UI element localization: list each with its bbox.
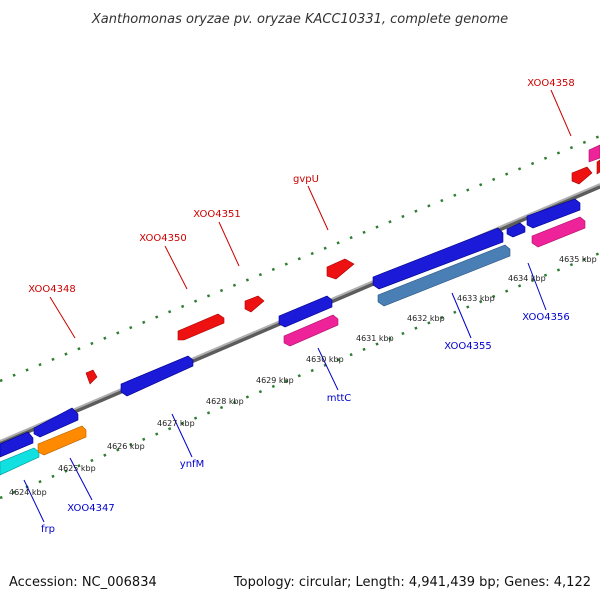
gene-feature-pink (588, 144, 600, 163)
map-title: Xanthomonas oryzae pv. oryzae KACC10331,… (91, 12, 508, 27)
scale-label: 4628 kbp (206, 397, 244, 406)
scale-label: 4626 kbp (107, 442, 145, 451)
reverse-gene-label: frp (41, 524, 55, 535)
forward-gene-label: XOO4351 (193, 209, 240, 220)
gene-feature-cyan (0, 447, 40, 476)
scale-label: 4632 kbp (407, 314, 445, 323)
forward-tick-track (0, 134, 600, 383)
label-leader-line (218, 221, 240, 267)
reverse-gene-label: ynfM (180, 459, 204, 470)
scale-label: 4624 kbp (9, 488, 47, 497)
gene-feature-pink (531, 216, 586, 248)
forward-gene-label: XOO4348 (28, 284, 75, 295)
gene-feature-blue (372, 227, 504, 290)
gene-feature-blue (506, 222, 526, 238)
label-leader-line (69, 457, 93, 501)
gene-feature-red (571, 166, 593, 185)
accession-text: Accession: NC_006834 (9, 575, 157, 590)
scale-label: 4631 kbp (356, 334, 394, 343)
genome-summary-text: Topology: circular; Length: 4,941,439 bp… (233, 575, 591, 590)
scale-label: 4634 kbp (508, 274, 546, 283)
scale-label: 4635 kbp (559, 255, 597, 264)
forward-gene-label: XOO4358 (527, 78, 574, 89)
scale-label: 4627 kbp (157, 419, 195, 428)
gene-feature-blue (120, 355, 194, 397)
gene-feature-blue (0, 431, 34, 458)
gene-feature-red (596, 159, 600, 175)
label-leader-line (317, 347, 339, 391)
label-leader-line (451, 292, 472, 339)
gene-feature-red (244, 295, 265, 313)
scale-label: 4630 kbp (306, 355, 344, 364)
gene-feature-blue (278, 295, 333, 328)
gene-feature-orange (37, 425, 87, 456)
label-leader-line (23, 479, 45, 523)
gene-feature-red (85, 369, 98, 385)
label-leader-line (49, 296, 76, 339)
scale-label: 4633 kbp (457, 294, 495, 303)
forward-gene-label: gvpU (293, 174, 319, 185)
label-leader-line (171, 413, 193, 458)
reverse-gene-label: mttC (327, 393, 352, 404)
reverse-gene-label: XOO4347 (67, 503, 114, 514)
label-leader-line (527, 262, 547, 311)
gene-feature-red (177, 313, 225, 341)
label-leader-line (550, 89, 572, 137)
reverse-gene-label: XOO4355 (444, 341, 491, 352)
reverse-gene-label: XOO4356 (522, 312, 569, 323)
gene-feature-pink (283, 314, 339, 347)
gene-feature-steel (377, 244, 511, 307)
gene-feature-blue (33, 407, 79, 438)
scale-label: 4625 kbp (58, 464, 96, 473)
gene-feature-red (326, 258, 355, 280)
reverse-tick-track (0, 251, 600, 500)
label-leader-line (307, 185, 329, 231)
forward-gene-label: XOO4350 (139, 233, 186, 244)
gene-feature-blue (526, 198, 581, 229)
scale-label: 4629 kbp (256, 376, 294, 385)
label-leader-line (164, 245, 188, 290)
